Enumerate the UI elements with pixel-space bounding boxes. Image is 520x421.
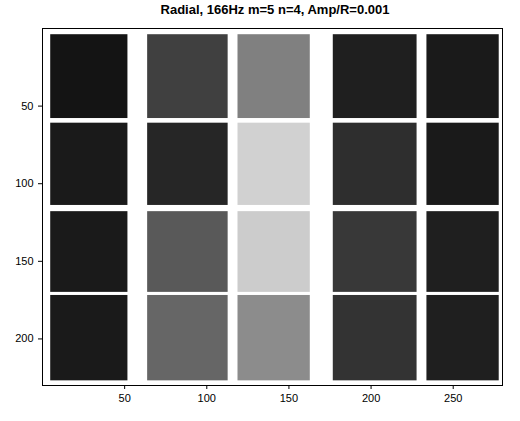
svg-text:250: 250 (444, 392, 462, 404)
svg-text:100: 100 (15, 177, 33, 189)
svg-text:150: 150 (280, 392, 298, 404)
svg-text:50: 50 (21, 100, 33, 112)
svg-text:200: 200 (15, 332, 33, 344)
svg-text:150: 150 (15, 255, 33, 267)
svg-text:100: 100 (198, 392, 216, 404)
html-text:Radial, 166Hz m=5 n=4, Amp/R=0: Radial, 166Hz m=5 n=4, Amp/R=0.001 (160, 2, 390, 17)
svg-text:50: 50 (119, 392, 131, 404)
svg-text:200: 200 (362, 392, 380, 404)
